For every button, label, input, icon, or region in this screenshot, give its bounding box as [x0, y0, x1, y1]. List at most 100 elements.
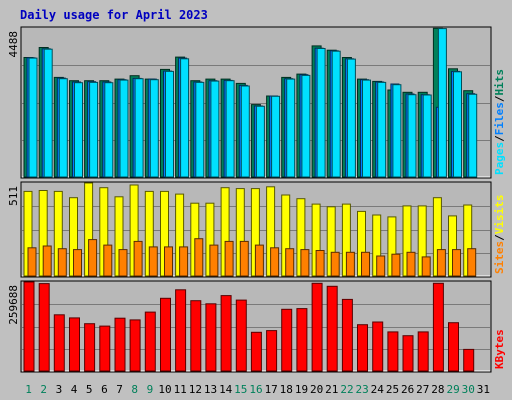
x-tick-label-day-12: 12 — [189, 383, 202, 396]
bar-kbytes-day-15 — [235, 299, 247, 372]
bar-pages-day-19 — [301, 74, 311, 178]
panel-bottom-series-label: KBytes — [493, 329, 506, 369]
x-tick-label-day-6: 6 — [101, 383, 108, 396]
series-label-sites: Sites — [493, 241, 506, 274]
x-tick-label-day-8: 8 — [131, 383, 138, 396]
bar-kbytes-day-20 — [311, 282, 323, 372]
bar-kbytes-day-5 — [84, 323, 96, 372]
bar-sites-day-24 — [376, 255, 386, 277]
panel-middle-ymax-label: 511 — [7, 186, 20, 206]
panel-middle: 511 Sites/Visits — [7, 181, 506, 278]
bar-kbytes-day-14 — [220, 295, 232, 372]
series-label-pages: Pages — [493, 142, 506, 175]
panel-top-ymax-label: 4488 — [7, 31, 20, 58]
bar-pages-day-16 — [255, 105, 265, 178]
bar-pages-day-10 — [165, 70, 174, 178]
bar-sites-day-12 — [194, 238, 204, 277]
x-tick-label-day-31: 31 — [477, 383, 490, 396]
bar-sites-day-21 — [330, 251, 340, 277]
chart-title: Daily usage for April 2023 — [20, 8, 208, 22]
bar-pages-day-13 — [210, 80, 220, 178]
bar-pages-day-23 — [362, 79, 371, 178]
x-tick-label-day-13: 13 — [204, 383, 217, 396]
bar-kbytes-day-13 — [205, 303, 217, 372]
x-tick-label-day-19: 19 — [295, 383, 308, 396]
bar-kbytes-day-7 — [114, 317, 126, 372]
bar-sites-day-13 — [209, 244, 219, 277]
panel-bottom: 259688 KBytes — [7, 280, 506, 373]
x-tick-label-day-22: 22 — [340, 383, 353, 396]
bar-sites-day-19 — [300, 249, 310, 277]
x-tick-label-day-25: 25 — [386, 383, 399, 396]
bar-pages-day-27 — [422, 94, 432, 178]
bar-sites-day-25 — [391, 253, 401, 277]
bar-kbytes-day-19 — [296, 308, 308, 372]
x-tick-label-day-30: 30 — [462, 383, 475, 396]
bar-kbytes-day-21 — [326, 285, 338, 372]
bar-sites-day-4 — [73, 249, 82, 277]
bar-kbytes-day-10 — [160, 297, 171, 372]
bar-kbytes-day-18 — [281, 308, 293, 372]
bar-sites-day-20 — [315, 250, 325, 277]
bar-sites-day-23 — [361, 251, 370, 277]
bar-kbytes-day-29 — [448, 322, 459, 372]
bar-kbytes-day-9 — [144, 311, 156, 372]
bar-pages-day-6 — [104, 82, 114, 178]
x-tick-label-day-26: 26 — [401, 383, 414, 396]
bar-kbytes-day-30 — [463, 348, 475, 372]
bar-sites-day-18 — [285, 248, 295, 277]
bar-pages-day-4 — [74, 82, 83, 178]
x-tick-label-day-20: 20 — [310, 383, 323, 396]
bar-sites-day-1 — [27, 247, 37, 277]
bar-pages-day-21 — [331, 50, 341, 178]
bar-pages-day-29 — [453, 71, 462, 178]
x-tick-label-day-4: 4 — [71, 383, 78, 396]
bar-pages-day-17 — [271, 95, 281, 178]
bar-kbytes-day-2 — [38, 283, 50, 372]
bar-pages-day-7 — [119, 79, 129, 178]
x-tick-label-day-9: 9 — [147, 383, 154, 396]
bar-pages-day-11 — [180, 58, 190, 178]
bar-kbytes-day-1 — [23, 281, 35, 372]
bar-sites-day-11 — [179, 246, 189, 277]
series-label-separator: / — [493, 234, 506, 241]
x-tick-label-day-10: 10 — [158, 383, 171, 396]
series-label-hits: Hits — [493, 69, 506, 96]
bar-pages-day-28 — [437, 28, 447, 178]
bar-sites-day-7 — [118, 249, 128, 277]
bar-sites-day-8 — [133, 240, 143, 277]
series-label-kbytes: KBytes — [493, 329, 506, 369]
panel-top-series-label: Pages/Files/Hits — [493, 69, 506, 175]
bar-kbytes-day-12 — [190, 300, 202, 372]
bar-pages-day-3 — [58, 78, 68, 178]
x-tick-label-day-17: 17 — [265, 383, 278, 396]
bar-pages-day-5 — [89, 81, 99, 178]
bar-sites-day-2 — [42, 245, 52, 277]
bar-kbytes-day-27 — [417, 331, 429, 372]
x-tick-label-day-16: 16 — [249, 383, 262, 396]
bar-pages-day-2 — [43, 48, 53, 178]
panel-top: 4488 Pages/Files/Hits — [7, 26, 506, 179]
series-label-files: Files — [493, 102, 506, 135]
x-tick-label-day-29: 29 — [446, 383, 459, 396]
bar-pages-day-26 — [407, 94, 417, 178]
bar-sites-day-14 — [224, 240, 234, 277]
bar-kbytes-day-6 — [99, 325, 111, 372]
bar-kbytes-day-22 — [341, 298, 353, 372]
bar-sites-day-27 — [421, 256, 431, 277]
bar-sites-day-10 — [164, 246, 173, 277]
x-tick-label-day-23: 23 — [355, 383, 368, 396]
bar-sites-day-5 — [88, 239, 98, 277]
bar-pages-day-25 — [392, 84, 402, 178]
bar-sites-day-3 — [57, 248, 67, 277]
bar-kbytes-day-16 — [250, 331, 262, 372]
bar-pages-day-20 — [316, 48, 326, 178]
x-tick-label-day-24: 24 — [371, 383, 385, 396]
bar-sites-day-30 — [467, 248, 477, 277]
bar-kbytes-day-24 — [372, 321, 384, 372]
bar-pages-day-18 — [286, 78, 296, 178]
bar-sites-day-6 — [103, 244, 113, 277]
series-label-visits: Visits — [493, 195, 506, 235]
bar-kbytes-day-26 — [402, 335, 414, 372]
